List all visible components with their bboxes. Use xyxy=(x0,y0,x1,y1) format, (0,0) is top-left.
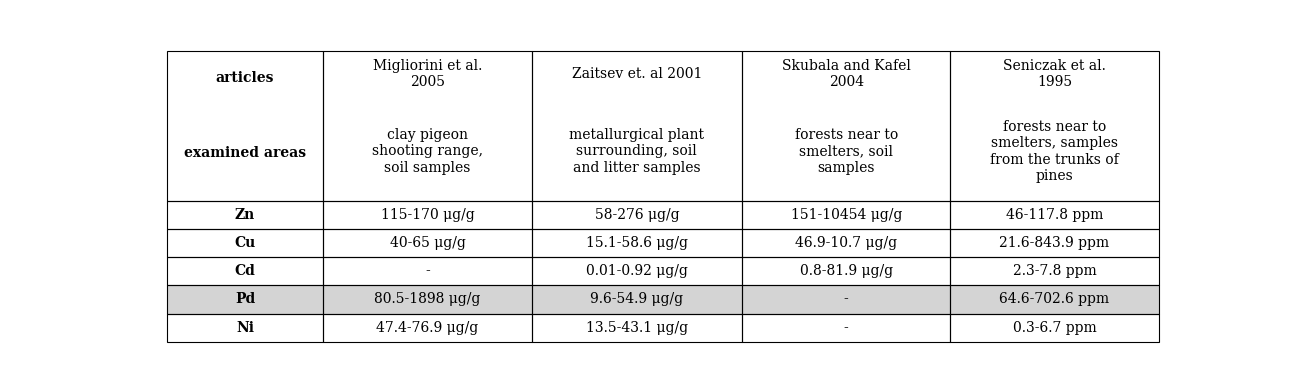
Text: 40-65 μg/g: 40-65 μg/g xyxy=(389,236,465,250)
Bar xyxy=(531,286,742,314)
Bar xyxy=(167,314,323,342)
Text: Skubala and Kafel
2004: Skubala and Kafel 2004 xyxy=(782,58,910,89)
Bar xyxy=(167,201,323,229)
Text: 2.3-7.8 ppm: 2.3-7.8 ppm xyxy=(1012,264,1096,278)
Bar xyxy=(167,229,323,257)
Text: 21.6-843.9 ppm: 21.6-843.9 ppm xyxy=(999,236,1109,250)
Text: Zaitsev et. al 2001: Zaitsev et. al 2001 xyxy=(572,67,702,81)
Text: Ni: Ni xyxy=(237,321,253,335)
Bar xyxy=(950,286,1159,314)
Bar xyxy=(167,51,323,201)
Text: Seniczak et al.
1995: Seniczak et al. 1995 xyxy=(1003,58,1106,89)
Bar xyxy=(323,51,531,201)
Text: 9.6-54.9 μg/g: 9.6-54.9 μg/g xyxy=(591,293,684,307)
Text: forests near to
smelters, soil
samples: forests near to smelters, soil samples xyxy=(795,128,897,175)
Text: -: - xyxy=(844,321,848,335)
Text: Cu: Cu xyxy=(234,236,256,250)
Bar xyxy=(742,286,950,314)
Bar xyxy=(950,257,1159,286)
Text: Migliorini et al.
2005: Migliorini et al. 2005 xyxy=(372,58,482,89)
Bar xyxy=(742,286,950,314)
Bar xyxy=(950,51,1159,201)
Bar xyxy=(531,201,742,229)
Text: 15.1-58.6 μg/g: 15.1-58.6 μg/g xyxy=(586,236,688,250)
Text: -: - xyxy=(425,264,429,278)
Bar xyxy=(950,286,1159,314)
Text: 47.4-76.9 μg/g: 47.4-76.9 μg/g xyxy=(376,321,478,335)
Text: -: - xyxy=(844,293,848,307)
Text: forests near to
smelters, samples
from the trunks of
pines: forests near to smelters, samples from t… xyxy=(990,120,1118,183)
Bar xyxy=(323,201,531,229)
Text: 0.01-0.92 μg/g: 0.01-0.92 μg/g xyxy=(586,264,688,278)
Bar xyxy=(742,314,950,342)
Text: 64.6-702.6 ppm: 64.6-702.6 ppm xyxy=(999,293,1109,307)
Text: 151-10454 μg/g: 151-10454 μg/g xyxy=(790,208,903,222)
Bar xyxy=(950,201,1159,229)
Bar xyxy=(531,314,742,342)
Text: examined areas: examined areas xyxy=(184,146,306,160)
Bar xyxy=(167,286,323,314)
Text: 46-117.8 ppm: 46-117.8 ppm xyxy=(1006,208,1103,222)
Text: 0.8-81.9 μg/g: 0.8-81.9 μg/g xyxy=(799,264,892,278)
Bar xyxy=(950,229,1159,257)
Text: articles: articles xyxy=(216,71,274,85)
Bar xyxy=(531,257,742,286)
Bar xyxy=(167,257,323,286)
Text: Cd: Cd xyxy=(234,264,256,278)
Bar xyxy=(323,229,531,257)
Text: 46.9-10.7 μg/g: 46.9-10.7 μg/g xyxy=(795,236,897,250)
Bar xyxy=(167,286,323,314)
Text: 13.5-43.1 μg/g: 13.5-43.1 μg/g xyxy=(586,321,688,335)
Bar xyxy=(950,314,1159,342)
Text: Pd: Pd xyxy=(235,293,255,307)
Bar xyxy=(742,51,950,201)
Text: clay pigeon
shooting range,
soil samples: clay pigeon shooting range, soil samples xyxy=(372,128,484,175)
Text: 80.5-1898 μg/g: 80.5-1898 μg/g xyxy=(375,293,481,307)
Text: 58-276 μg/g: 58-276 μg/g xyxy=(595,208,679,222)
Bar xyxy=(742,229,950,257)
Text: Zn: Zn xyxy=(235,208,255,222)
Bar xyxy=(531,286,742,314)
Bar xyxy=(323,286,531,314)
Text: 115-170 μg/g: 115-170 μg/g xyxy=(380,208,475,222)
Bar xyxy=(323,257,531,286)
Bar xyxy=(742,257,950,286)
Bar xyxy=(323,314,531,342)
Text: 0.3-6.7 ppm: 0.3-6.7 ppm xyxy=(1012,321,1096,335)
Bar xyxy=(531,229,742,257)
Bar xyxy=(323,286,531,314)
Bar xyxy=(742,201,950,229)
Bar xyxy=(531,51,742,201)
Text: metallurgical plant
surrounding, soil
and litter samples: metallurgical plant surrounding, soil an… xyxy=(569,128,705,175)
